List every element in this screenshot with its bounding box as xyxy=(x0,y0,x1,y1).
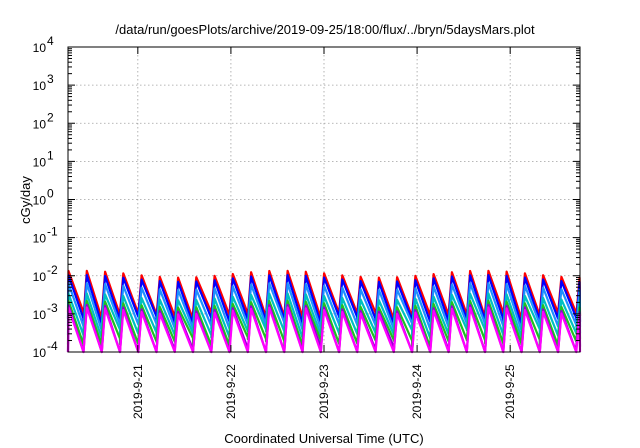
x-tick-label: 2019-9-23 xyxy=(317,364,331,419)
y-tick-exponent: 0 xyxy=(47,187,54,201)
x-tick-label: 2019-9-25 xyxy=(503,364,517,419)
x-tick-label: 2019-9-24 xyxy=(410,364,424,419)
y-tick-exponent: 2 xyxy=(47,110,54,124)
y-tick-exponent: -4 xyxy=(47,339,58,353)
x-tick-label: 2019-9-21 xyxy=(131,364,145,419)
y-tick-exponent: 4 xyxy=(47,34,54,48)
x-axis-label: Coordinated Universal Time (UTC) xyxy=(224,431,423,446)
y-tick-label: 10 xyxy=(33,155,47,169)
y-tick-exponent: 3 xyxy=(47,72,54,86)
y-tick-exponent: -2 xyxy=(47,263,58,277)
y-tick-label: 10 xyxy=(33,346,47,360)
y-tick-label: 10 xyxy=(33,117,47,131)
chart-title: /data/run/goesPlots/archive/2019-09-25/1… xyxy=(115,22,535,37)
y-tick-label: 10 xyxy=(33,270,47,284)
data-series xyxy=(66,269,582,354)
y-axis-label: cGy/day xyxy=(18,176,33,224)
y-tick-exponent: -3 xyxy=(47,301,58,315)
y-tick-exponent: -1 xyxy=(47,225,58,239)
y-tick-label: 10 xyxy=(33,308,47,322)
y-tick-exponent: 1 xyxy=(47,148,54,162)
series-line xyxy=(66,306,582,354)
y-tick-label: 10 xyxy=(33,41,47,55)
y-tick-label: 10 xyxy=(33,232,47,246)
y-tick-label: 10 xyxy=(33,194,47,208)
x-tick-label: 2019-9-22 xyxy=(224,364,238,419)
y-tick-label: 10 xyxy=(33,79,47,93)
